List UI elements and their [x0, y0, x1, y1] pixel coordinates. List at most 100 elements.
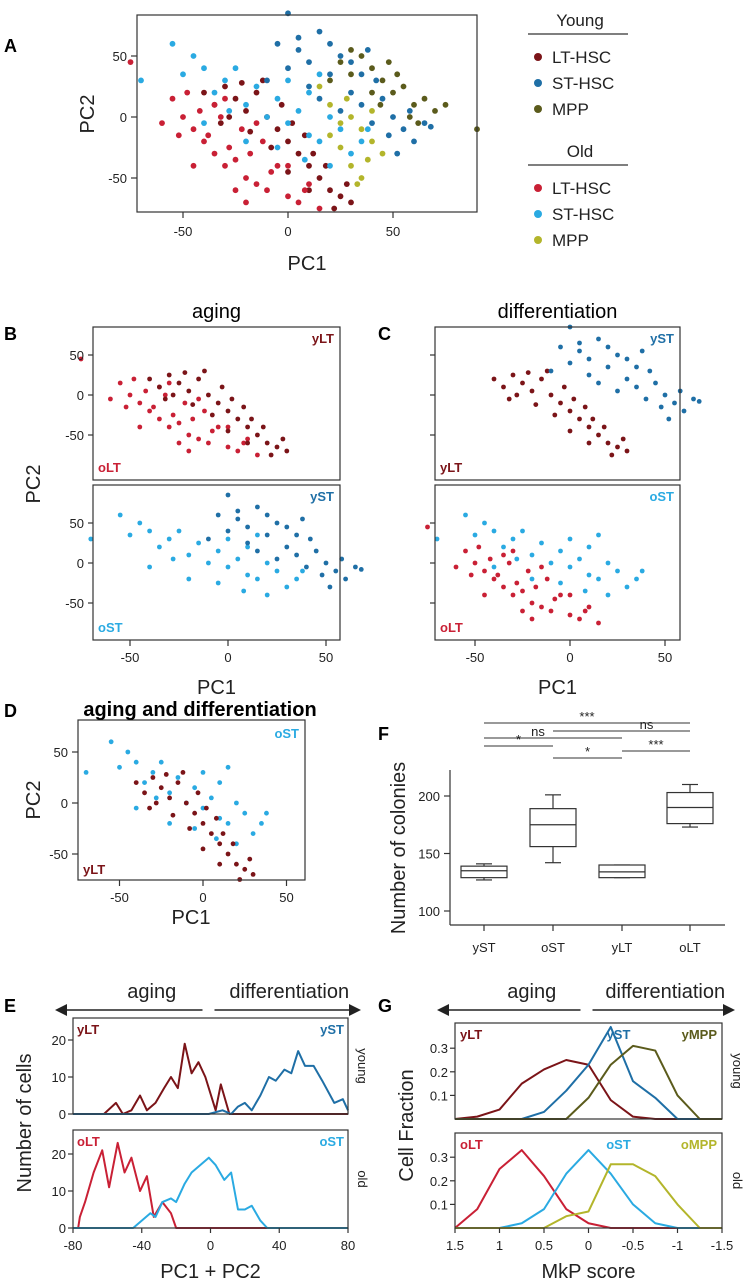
d-point-yLT — [213, 815, 219, 821]
c-sub0-point-yST — [666, 416, 672, 422]
b-sub0-point-oLT — [170, 412, 176, 418]
d-point-yLT — [234, 861, 239, 867]
a-point-yST — [379, 95, 386, 102]
a-point-oLT — [316, 205, 323, 212]
a-point-yST — [385, 132, 392, 139]
d-point-yLT — [242, 866, 248, 872]
b-sub0-point-yLT — [249, 416, 254, 422]
d-point-oST — [213, 836, 219, 842]
c-sub1-point-oST — [510, 536, 516, 542]
c-sub0-point-yLT — [558, 400, 563, 406]
d-point-oST — [200, 770, 206, 775]
c-sub0-point-yLT — [548, 392, 554, 398]
a-point-yST — [364, 47, 371, 53]
a-point-yST — [400, 126, 407, 133]
y-tick-label: 0.2 — [430, 1065, 448, 1080]
y-tick-label: 150 — [418, 847, 440, 862]
a-point-oMPP — [358, 175, 365, 181]
g-line-yMPP — [455, 1044, 722, 1120]
e-line-oST — [73, 1156, 348, 1229]
c-sub1-point-oLT — [577, 616, 582, 622]
b-sub0-point-oLT — [235, 448, 241, 454]
a-point-oMPP — [358, 126, 365, 133]
y-tick-label: 50 — [70, 348, 84, 363]
a-point-yLT — [232, 95, 239, 102]
x-tick-label: 50 — [279, 890, 293, 905]
legend-marker-yMPP — [534, 105, 542, 113]
b-sub0-point-yLT — [268, 452, 274, 458]
a-point-oMPP — [348, 162, 354, 169]
b-sub1-point-yST — [294, 552, 299, 558]
b-sub1-point-oST — [245, 544, 251, 550]
series-label-oST: oST — [319, 1134, 344, 1149]
b-plot-frame — [92, 326, 341, 481]
b-sub0-point-oLT — [143, 388, 149, 394]
significance-label: * — [585, 744, 590, 759]
b-sub0-point-yLT — [274, 444, 280, 450]
c-sub0-point-yST — [696, 399, 702, 404]
b-sub0-point-yLT — [209, 412, 215, 418]
b-sub0-point-yLT — [186, 388, 192, 394]
a-point-oST — [316, 71, 323, 78]
subplot-label-bottom: oST — [98, 620, 123, 635]
legend-marker-yST — [534, 79, 542, 87]
c-sub1-point-oST — [624, 584, 630, 590]
b-sub1-point-oST — [147, 528, 153, 534]
a-point-oLT — [264, 187, 270, 194]
a-point-oLT — [190, 126, 197, 133]
c-sub1-point-oLT — [463, 548, 468, 554]
x-tick-label: 1 — [496, 1238, 503, 1253]
d-point-oST — [217, 780, 223, 785]
c-sub0-point-yST — [691, 396, 696, 402]
g-line-oLT — [454, 1149, 722, 1229]
d-point-yLT — [200, 846, 206, 852]
c-sub0-point-yLT — [520, 380, 525, 386]
a-point-yMPP — [415, 120, 422, 126]
d-point-yLT — [158, 785, 164, 791]
c-sub1-point-oLT — [514, 580, 520, 586]
d-point-yLT — [142, 790, 147, 796]
b-sub1-point-oST — [206, 560, 211, 566]
a-point-oLT — [211, 101, 218, 108]
a-point-yST — [285, 65, 291, 72]
a-point-yST — [306, 83, 312, 90]
a-point-oST — [274, 95, 281, 102]
significance-label: *** — [579, 709, 594, 724]
d-point-yLT — [192, 810, 198, 816]
b-sub0-point-yLT — [229, 396, 235, 402]
a-point-yST — [348, 89, 354, 96]
x-tick-label: yST — [472, 940, 495, 955]
a-point-oST — [211, 89, 218, 96]
g-plot-frame — [454, 1022, 723, 1120]
a-point-yST — [327, 40, 333, 47]
c-sub1-point-oST — [567, 564, 573, 570]
a-point-oST — [243, 138, 249, 145]
b-sub0-point-oLT — [162, 392, 168, 398]
a-point-yST — [427, 123, 434, 130]
b-sub0-point-oLT — [127, 392, 133, 398]
a-point-oMPP — [364, 156, 371, 163]
c-sub1-point-oLT — [552, 596, 558, 602]
c-sub1-point-oLT — [529, 600, 535, 606]
a-point-yLT — [226, 114, 233, 120]
c-plot-frame — [434, 484, 681, 641]
d-point-oST — [225, 821, 231, 826]
y-tick-label: -50 — [49, 847, 68, 862]
c-sub1-point-oLT — [520, 588, 525, 594]
a-point-yLT — [348, 199, 354, 206]
series-label-oLT: oLT — [77, 1134, 100, 1149]
b-sub0-point-oLT — [245, 436, 251, 442]
d-point-yLT — [230, 841, 236, 847]
c-sub1-point-oST — [491, 564, 497, 570]
b-sub0-point-oLT — [209, 428, 215, 434]
panel-label-e: E — [4, 996, 16, 1016]
arrow-right-head — [349, 1004, 361, 1016]
panel-b-title: aging — [192, 301, 241, 323]
b-sub0-point-yLT — [170, 392, 176, 398]
b-sub0-point-yLT — [260, 424, 266, 430]
c-sub0-point-yST — [577, 340, 582, 346]
b-sub1-point-yST — [307, 536, 313, 542]
y-tick-label: 0.1 — [430, 1088, 448, 1103]
c-sub0-point-yLT — [577, 416, 582, 422]
